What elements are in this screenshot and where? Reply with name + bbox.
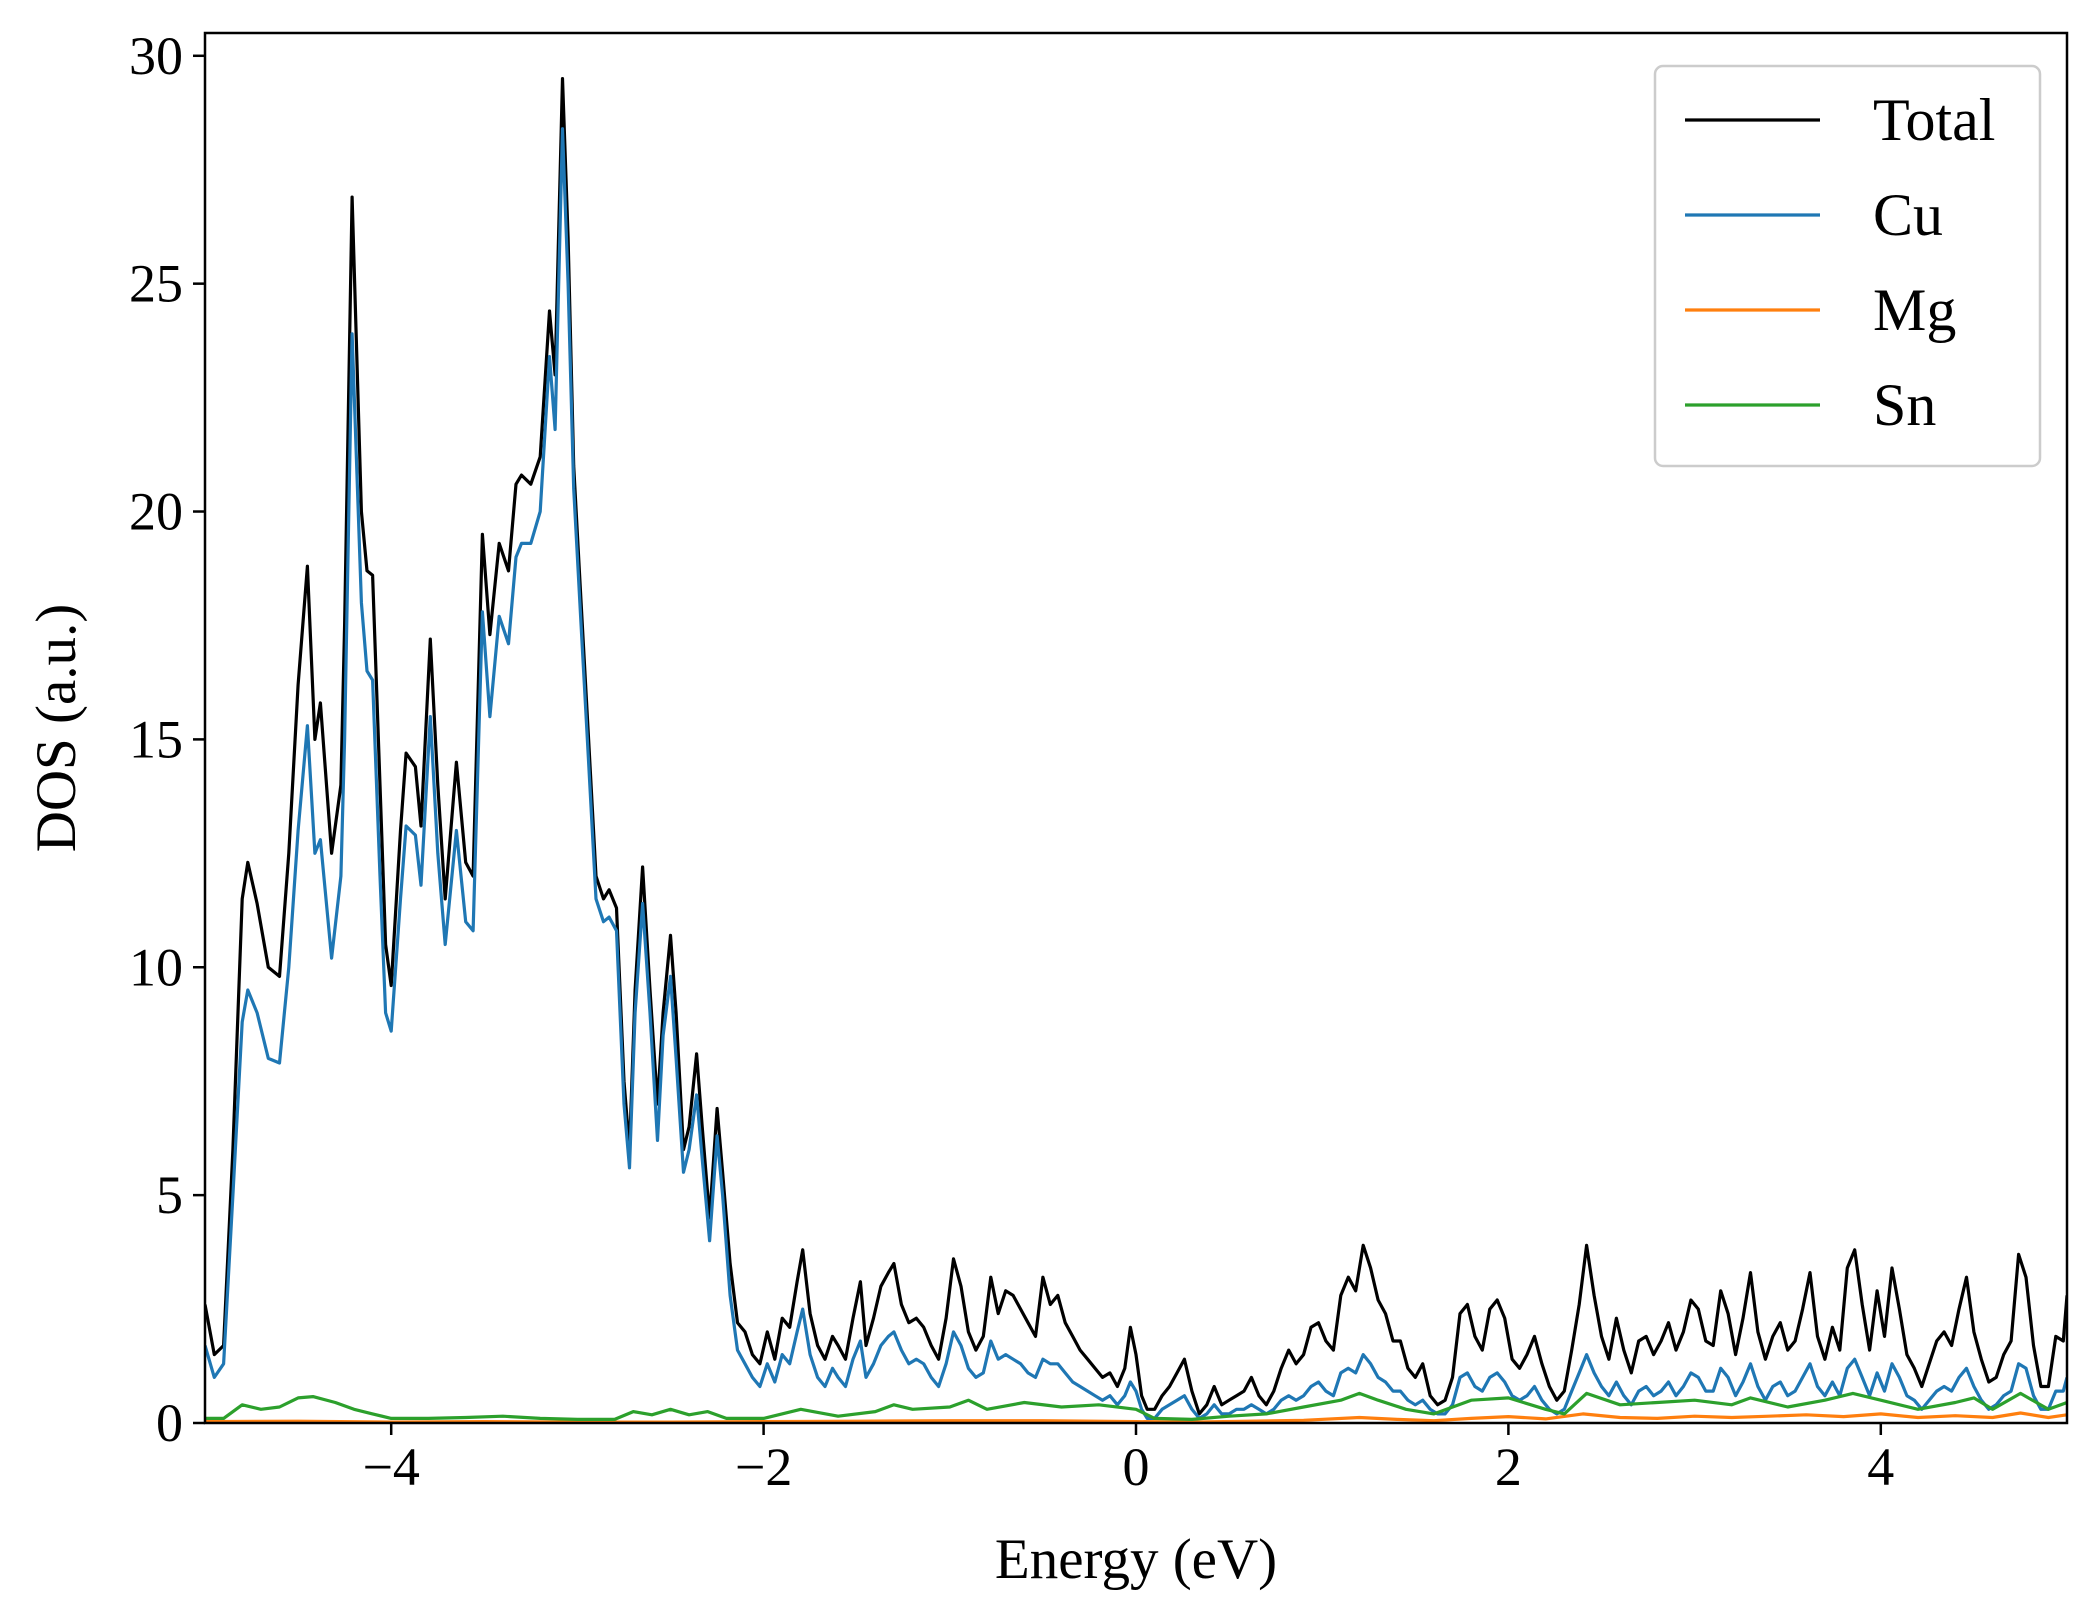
legend-label-total: Total	[1873, 87, 1995, 153]
legend-box	[1653, 64, 2042, 468]
x-tick-label: 2	[1495, 1437, 1522, 1497]
x-axis-label: Energy (eV)	[995, 1528, 1277, 1591]
y-tick-label: 5	[156, 1165, 183, 1225]
y-tick-label: 0	[156, 1393, 183, 1453]
x-tick-label: 0	[1123, 1437, 1150, 1497]
x-axis-ticks: −4 −2 0 2 4	[362, 1423, 1894, 1497]
series-line-total	[205, 77, 2067, 1416]
legend-label-mg: Mg	[1873, 277, 1956, 343]
y-tick-label: 25	[129, 254, 183, 314]
x-tick-label: −4	[362, 1437, 419, 1497]
x-tick-label: 4	[1867, 1437, 1894, 1497]
x-tick-label: −2	[735, 1437, 792, 1497]
y-axis-label: DOS (a.u.)	[25, 604, 88, 853]
y-tick-label: 15	[129, 709, 183, 769]
series-line-sn	[205, 1391, 2067, 1421]
y-tick-label: 20	[129, 482, 183, 542]
y-tick-label: 30	[129, 26, 183, 86]
series-line-cu	[205, 127, 2067, 1420]
y-tick-label: 10	[129, 937, 183, 997]
legend-label-sn: Sn	[1873, 372, 1936, 438]
legend: Total Cu Mg Sn	[1653, 64, 2042, 468]
legend-label-cu: Cu	[1873, 182, 1943, 248]
y-axis-ticks: 0 5 10 15 20 25 30	[129, 26, 205, 1453]
